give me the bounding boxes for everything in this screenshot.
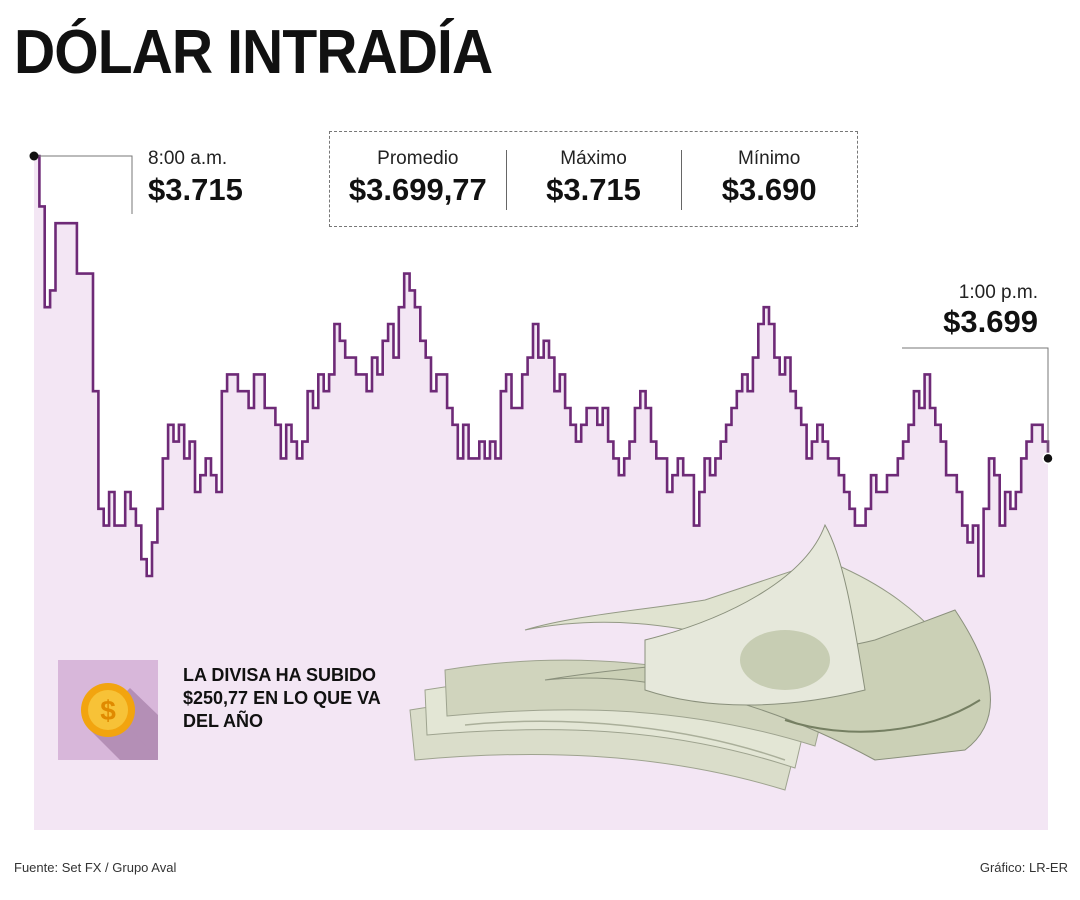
end-point bbox=[1042, 452, 1054, 465]
stat-maximo-value: $3.715 bbox=[546, 172, 641, 207]
banknotes-icon bbox=[409, 523, 991, 791]
start-time-label: 8:00 a.m. bbox=[148, 148, 228, 169]
start-point bbox=[29, 151, 39, 161]
stat-minimo-label: Mínimo bbox=[738, 148, 801, 169]
price-line bbox=[34, 154, 1050, 578]
source-note: Fuente: Set FX / Grupo Aval bbox=[14, 860, 177, 875]
start-value-label: $3.715 bbox=[148, 172, 243, 207]
dollar-coin-icon: $ bbox=[58, 660, 158, 760]
credit-note: Gráfico: LR-ER bbox=[979, 860, 1068, 875]
stat-promedio-value: $3.699,77 bbox=[348, 172, 487, 207]
stat-promedio: Promedio $3.699,77 bbox=[330, 132, 506, 226]
stat-minimo: Mínimo $3.690 bbox=[681, 132, 857, 226]
chart-title: DÓLAR INTRADÍA bbox=[14, 18, 493, 87]
stats-box: Promedio $3.699,77 Máximo $3.715 Mínimo … bbox=[329, 131, 858, 227]
stat-minimo-value: $3.690 bbox=[721, 172, 817, 207]
end-value-label: $3.699 bbox=[943, 304, 1038, 339]
stat-maximo: Máximo $3.715 bbox=[505, 132, 682, 226]
note-text: LA DIVISA HA SUBIDO $250,77 EN LO QUE VA… bbox=[183, 665, 381, 731]
svg-text:$: $ bbox=[100, 695, 116, 726]
end-leader-line bbox=[902, 347, 1049, 459]
end-time-label: 1:00 p.m. bbox=[958, 282, 1038, 303]
stat-promedio-label: Promedio bbox=[377, 148, 459, 169]
start-leader-line bbox=[34, 155, 133, 214]
stat-maximo-label: Máximo bbox=[560, 148, 627, 169]
